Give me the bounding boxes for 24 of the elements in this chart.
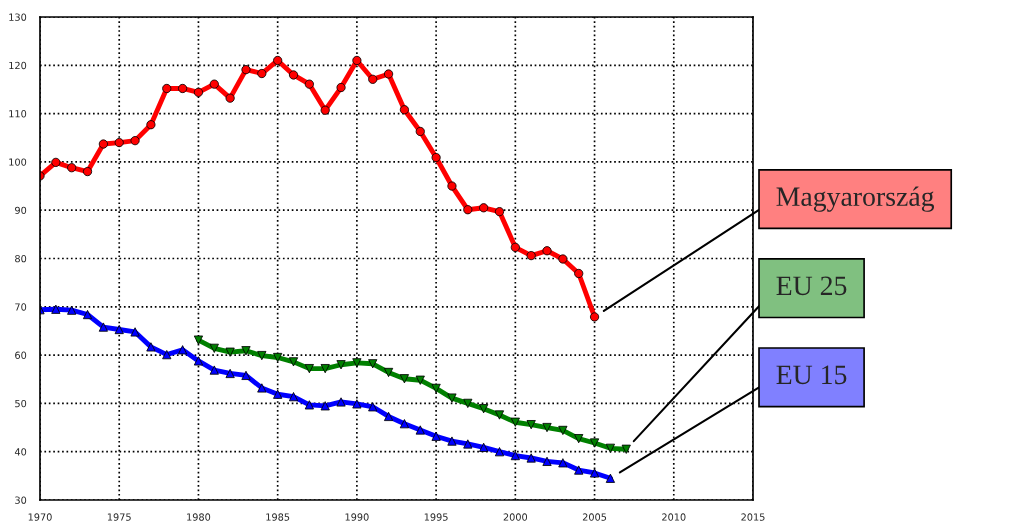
x-tick-label: 1970 — [28, 513, 52, 521]
text: EU 15 — [776, 365, 847, 385]
y-tick-label: 70 — [15, 303, 27, 311]
x-tick-label: 1980 — [187, 513, 211, 521]
y-tick-label: 120 — [9, 61, 27, 70]
x-tick-label: 2000 — [503, 513, 528, 521]
y-tick-label: 50 — [15, 399, 27, 408]
y-tick-label: 110 — [9, 110, 27, 118]
text: Magyarország — [776, 186, 935, 212]
y-tick-label: 40 — [14, 448, 27, 456]
y-tick-label: 60 — [15, 351, 27, 359]
x-tick-label: 2010 — [662, 513, 686, 521]
x-tick-label: 1975 — [107, 513, 131, 521]
x-tick-label: 2005 — [582, 513, 607, 521]
x-tick-label: 2015 — [741, 513, 765, 521]
x-tick-label: 1995 — [424, 513, 448, 521]
y-tick-label: 30 — [15, 496, 27, 504]
y-tick-label: 100 — [9, 158, 27, 166]
y-tick-label: 130 — [9, 13, 27, 21]
y-tick-label: 80 — [15, 254, 27, 263]
y-tick-label: 90 — [15, 206, 27, 215]
x-tick-label: 1985 — [266, 513, 290, 521]
x-tick-label: 1990 — [345, 513, 369, 521]
text: EU 25 — [776, 276, 847, 296]
